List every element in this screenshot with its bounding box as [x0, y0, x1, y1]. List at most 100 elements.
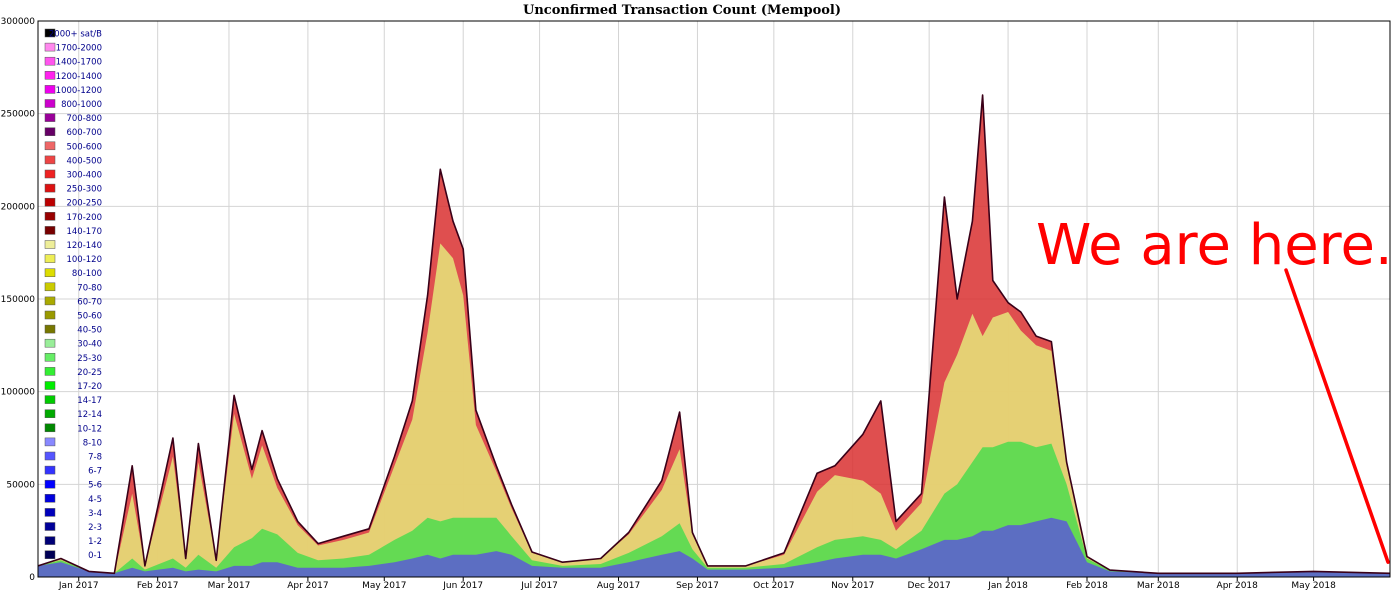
- y-tick-label: 0: [29, 573, 35, 583]
- legend-label: 500-600: [66, 142, 102, 152]
- legend-label: 170-200: [66, 213, 102, 223]
- legend-swatch: [44, 451, 56, 461]
- legend-swatch: [44, 465, 56, 475]
- area-band: [38, 243, 1390, 577]
- x-tick-label: Apr 2018: [1217, 581, 1259, 591]
- legend-label: 25-30: [77, 354, 102, 364]
- legend-swatch: [44, 522, 56, 531]
- x-tick-label: Oct 2017: [753, 581, 794, 591]
- x-tick-label: Feb 2018: [1066, 581, 1108, 591]
- legend-label: 1200-1400: [56, 72, 102, 82]
- legend-label: 600-700: [66, 128, 102, 138]
- legend-swatch: [44, 338, 56, 348]
- legend-swatch: [44, 324, 56, 334]
- legend-swatch: [44, 155, 56, 165]
- legend-label: 40-50: [77, 326, 102, 336]
- legend-label: 0-1: [88, 551, 102, 561]
- legend: 2000+ sat/B 1700-2000 1400-1700 1200-1400 10…: [44, 28, 102, 561]
- annotation-arrow: [1284, 268, 1390, 564]
- legend-label: 120-140: [66, 241, 102, 251]
- legend-label: 1700-2000: [56, 44, 102, 54]
- legend-label: 7-8: [88, 453, 102, 463]
- x-tick-label: Jan 2018: [987, 581, 1028, 591]
- legend-swatch: [44, 310, 56, 320]
- legend-swatch: [44, 395, 56, 404]
- legend-label: 400-500: [66, 156, 102, 166]
- y-tick-label: 250000: [1, 110, 36, 120]
- total-line: [37, 94, 1391, 575]
- legend-label: 800-1000: [61, 100, 102, 110]
- legend-swatch: [44, 282, 56, 292]
- stacked-areas: [38, 95, 1390, 577]
- legend-swatch: [44, 141, 56, 151]
- x-tick-label: Mar 2017: [208, 581, 251, 591]
- y-tick-label: 300000: [1, 17, 36, 27]
- legend-swatch: [44, 550, 56, 559]
- legend-swatch: [44, 240, 56, 249]
- legend-swatch: [44, 508, 56, 517]
- legend-swatch: [44, 381, 56, 390]
- legend-label: 60-70: [77, 297, 102, 307]
- legend-swatch: [44, 42, 56, 52]
- x-tick-label: Sep 2017: [676, 581, 719, 591]
- legend-label: 5-6: [88, 481, 102, 491]
- legend-label: 140-170: [66, 227, 102, 237]
- x-tick-label: Jan 2017: [58, 581, 99, 591]
- x-tick-label: Feb 2017: [137, 581, 179, 591]
- x-tick-label: Dec 2017: [908, 581, 951, 591]
- legend-swatch: [44, 423, 56, 433]
- x-tick-label: May 2017: [362, 581, 406, 591]
- area-band: [38, 517, 1390, 577]
- legend-label: 2-3: [88, 523, 102, 533]
- legend-swatch: [44, 127, 56, 136]
- y-axis-ticks: 0 50000 100000 150000 200000 250000 300000: [1, 17, 36, 583]
- x-tick-label: Mar 2018: [1137, 581, 1180, 591]
- legend-swatch: [44, 169, 56, 179]
- legend-label: 8-10: [83, 438, 102, 448]
- legend-label: 3-4: [88, 509, 102, 519]
- legend-swatch: [44, 536, 56, 545]
- x-tick-label: May 2018: [1291, 581, 1336, 591]
- legend-swatch: [44, 56, 56, 66]
- chart-title: Unconfirmed Transaction Count (Mempool): [523, 3, 841, 18]
- x-tick-label: Jul 2017: [520, 581, 558, 591]
- x-tick-label: Jun 2017: [442, 581, 483, 591]
- y-tick-label: 100000: [1, 388, 36, 398]
- legend-swatch: [44, 353, 56, 362]
- x-axis-ticks: Jan 2017 Feb 2017 Mar 2017 Apr 2017 May 2017…: [58, 577, 1336, 591]
- legend-swatch: [44, 28, 56, 38]
- legend-swatch: [44, 226, 56, 235]
- legend-swatch: [44, 494, 56, 503]
- legend-label: 4-5: [88, 495, 102, 505]
- legend-swatch: [44, 85, 56, 94]
- legend-swatch: [44, 212, 56, 221]
- legend-label: 12-14: [77, 410, 102, 420]
- legend-label: 30-40: [77, 340, 102, 350]
- legend-swatch: [44, 197, 56, 207]
- x-tick-label: Aug 2017: [597, 581, 640, 591]
- legend-swatch: [44, 71, 56, 80]
- x-tick-label: Nov 2017: [831, 581, 874, 591]
- plot-frame: [37, 20, 1391, 578]
- legend-label: 200-250: [66, 199, 102, 209]
- x-tick-label: Apr 2017: [287, 581, 328, 591]
- y-tick-label: 50000: [6, 480, 35, 490]
- legend-label: 1400-1700: [56, 58, 102, 68]
- legend-label: 17-20: [77, 382, 102, 392]
- annotation: We are here.: [1036, 213, 1393, 564]
- legend-label: 300-400: [66, 171, 102, 181]
- legend-label: 6-7: [88, 467, 102, 477]
- annotation-text: We are here.: [1036, 213, 1393, 278]
- legend-label: 14-17: [77, 396, 102, 406]
- legend-swatch: [44, 183, 56, 193]
- legend-label: 80-100: [72, 269, 102, 279]
- legend-swatch: [44, 113, 56, 122]
- legend-label: 50-60: [77, 312, 102, 322]
- total-outline: [37, 94, 1391, 575]
- legend-swatch: [44, 479, 56, 489]
- legend-label: 700-800: [66, 114, 102, 124]
- y-tick-label: 200000: [1, 202, 36, 212]
- legend-swatch: [44, 254, 56, 263]
- legend-label: 100-120: [66, 255, 102, 265]
